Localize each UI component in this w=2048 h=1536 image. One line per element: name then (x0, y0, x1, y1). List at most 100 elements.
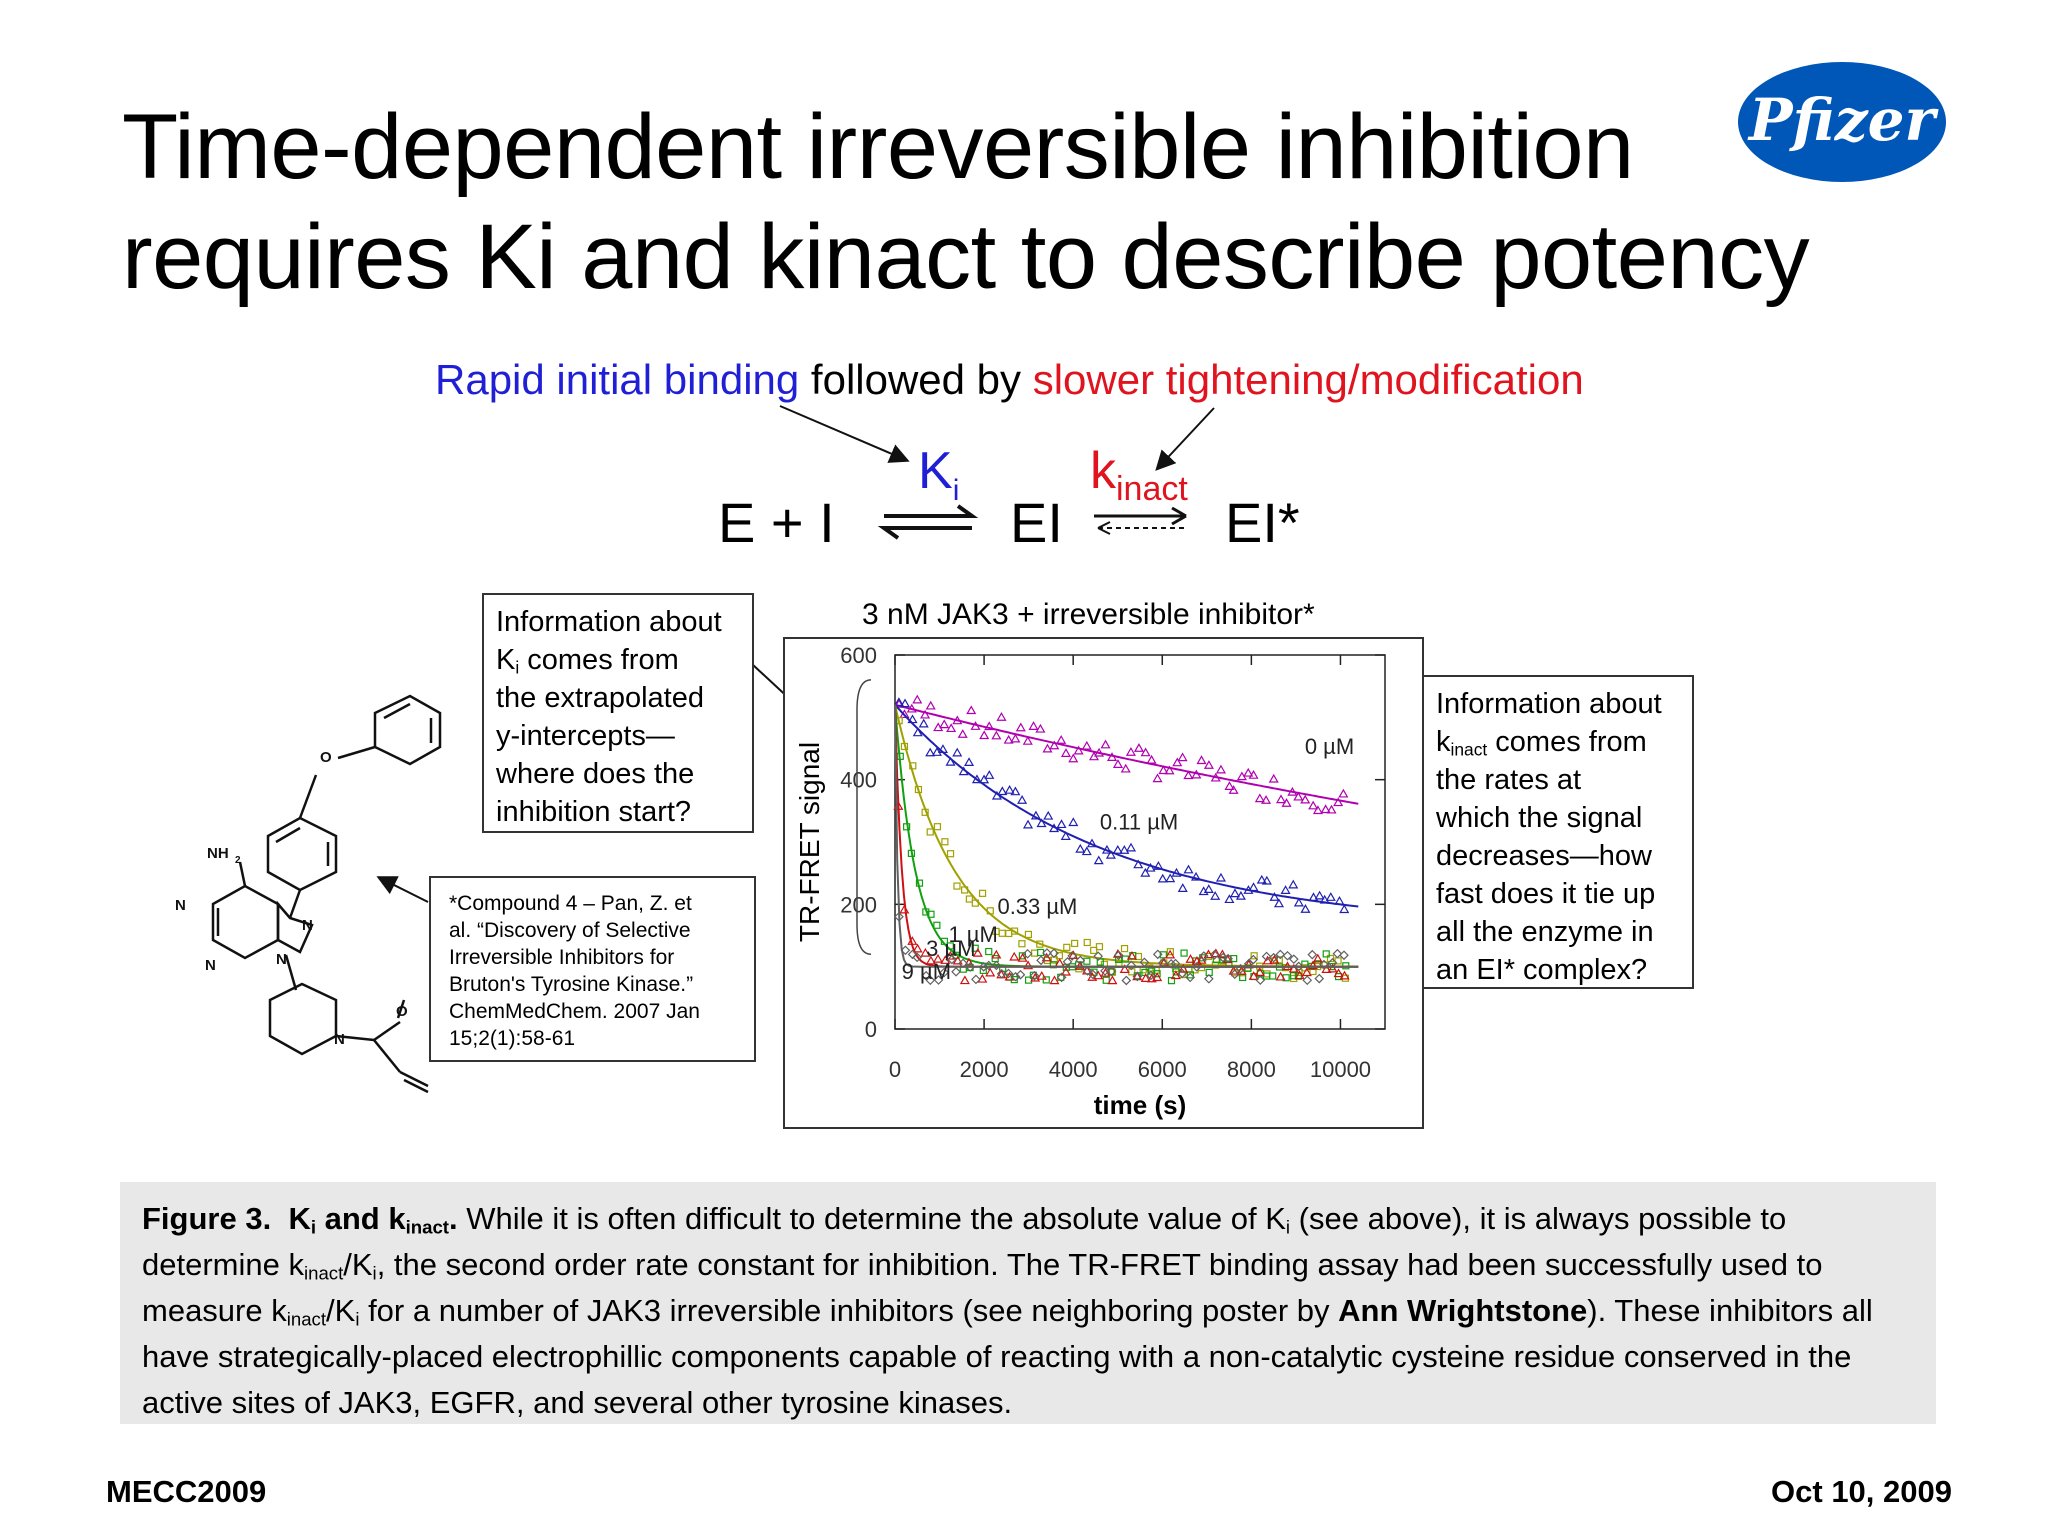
data-point (1075, 843, 1086, 853)
caption-text: Figure 3. Ki and kinact. While it is oft… (142, 1201, 1873, 1420)
equation-ei-star: EI* (1225, 491, 1300, 554)
y-tick-label: 600 (840, 643, 877, 668)
compound-atom-labels: NH 2 O N N N N N O (175, 749, 408, 1048)
data-point (1273, 898, 1285, 908)
kinact-box-line: decreases—how (1436, 840, 1652, 872)
data-point (1126, 950, 1137, 960)
data-point (1133, 859, 1144, 869)
data-point (1333, 797, 1344, 807)
data-point (1126, 960, 1137, 971)
data-point (1096, 958, 1104, 966)
data-point (991, 954, 999, 963)
tr-fret-chart: 0 2000 4000 6000 8000 10000 0 200 400 600 time (s)… (794, 643, 1386, 1120)
data-point (932, 953, 943, 963)
data-point (1191, 769, 1202, 779)
data-point (1067, 951, 1078, 961)
citation-line: Irreversible Inhibitors for (449, 946, 675, 969)
kinact-label: kinact (1090, 442, 1188, 508)
data-point (1022, 735, 1033, 745)
data-point (971, 974, 981, 985)
data-point (1302, 975, 1313, 986)
x-tick-label: 10000 (1310, 1057, 1371, 1082)
ki-box-line: inhibition start? (496, 796, 692, 828)
data-point (1339, 970, 1350, 980)
data-point (1139, 957, 1150, 968)
data-point (893, 698, 905, 708)
data-point (997, 786, 1008, 796)
data-point (926, 828, 934, 836)
data-point (1170, 970, 1181, 980)
data-point (952, 951, 960, 959)
data-point (1105, 849, 1116, 859)
data-point (1178, 963, 1189, 973)
data-point (959, 975, 970, 985)
data-point (1060, 966, 1071, 976)
data-point (912, 727, 923, 737)
data-point (1165, 949, 1176, 959)
data-point (1326, 804, 1337, 814)
data-point (920, 947, 931, 957)
data-point (1153, 861, 1164, 870)
data-point (1254, 967, 1265, 976)
data-point (1146, 970, 1156, 981)
data-point (1209, 950, 1220, 960)
data-point (1287, 786, 1298, 796)
data-point (912, 952, 922, 963)
svg-text:N: N (205, 957, 216, 974)
data-point (1191, 962, 1202, 972)
x-tick-label: 4000 (1049, 1057, 1098, 1082)
figure-caption: Figure 3. Ki and kinact. While it is oft… (120, 1182, 1936, 1424)
footer-date: Oct 10, 2009 (1771, 1474, 1952, 1509)
data-point (1215, 872, 1227, 882)
equation-ei: EI (1010, 491, 1063, 554)
data-point (1217, 949, 1228, 959)
data-point (1082, 966, 1093, 976)
data-point (1140, 867, 1151, 877)
data-point (1009, 951, 1020, 961)
data-point (947, 954, 957, 965)
data-point (933, 975, 944, 985)
data-point (1196, 755, 1207, 765)
kinact-box-line: an EI* complex? (1436, 954, 1648, 986)
data-point (918, 718, 929, 728)
followed-by-text: followed by (799, 356, 1033, 403)
data-point (922, 908, 930, 916)
data-point (983, 960, 994, 971)
data-point (1024, 930, 1033, 939)
svg-text:N: N (175, 897, 186, 914)
data-point (998, 929, 1006, 937)
pfizer-logo: Pfizer (1738, 62, 1946, 182)
data-point (1300, 904, 1311, 913)
data-point (1281, 798, 1292, 807)
data-point (1177, 883, 1188, 892)
data-point (1017, 795, 1028, 804)
data-point (1042, 976, 1050, 984)
kinact-box-line: kinact comes from (1436, 726, 1647, 760)
data-point (925, 955, 936, 965)
data-point (1083, 938, 1091, 947)
data-point (1159, 951, 1167, 959)
data-point (1215, 764, 1226, 774)
data-point (1158, 765, 1169, 775)
slide-title: Time-dependent irreversible inhibition r… (122, 92, 1810, 312)
data-point (1211, 961, 1219, 969)
data-point (1268, 773, 1279, 783)
data-point (1101, 844, 1112, 854)
kinact-box-line: the rates at (1436, 764, 1582, 796)
data-point (978, 889, 987, 897)
data-point (1261, 875, 1272, 885)
data-point (907, 949, 918, 960)
data-point (1198, 951, 1209, 961)
data-point (1288, 963, 1299, 973)
chart-title: 3 nM JAK3 + irreversible inhibitor* (862, 598, 1315, 631)
data-point (1210, 948, 1221, 958)
data-point (1119, 964, 1130, 973)
data-point (914, 785, 923, 794)
data-point (1327, 963, 1338, 973)
data-point (946, 723, 957, 733)
data-point (1125, 842, 1137, 852)
data-point (1338, 788, 1349, 798)
data-point (951, 966, 961, 977)
data-point (1203, 884, 1214, 893)
data-point (1190, 871, 1202, 881)
